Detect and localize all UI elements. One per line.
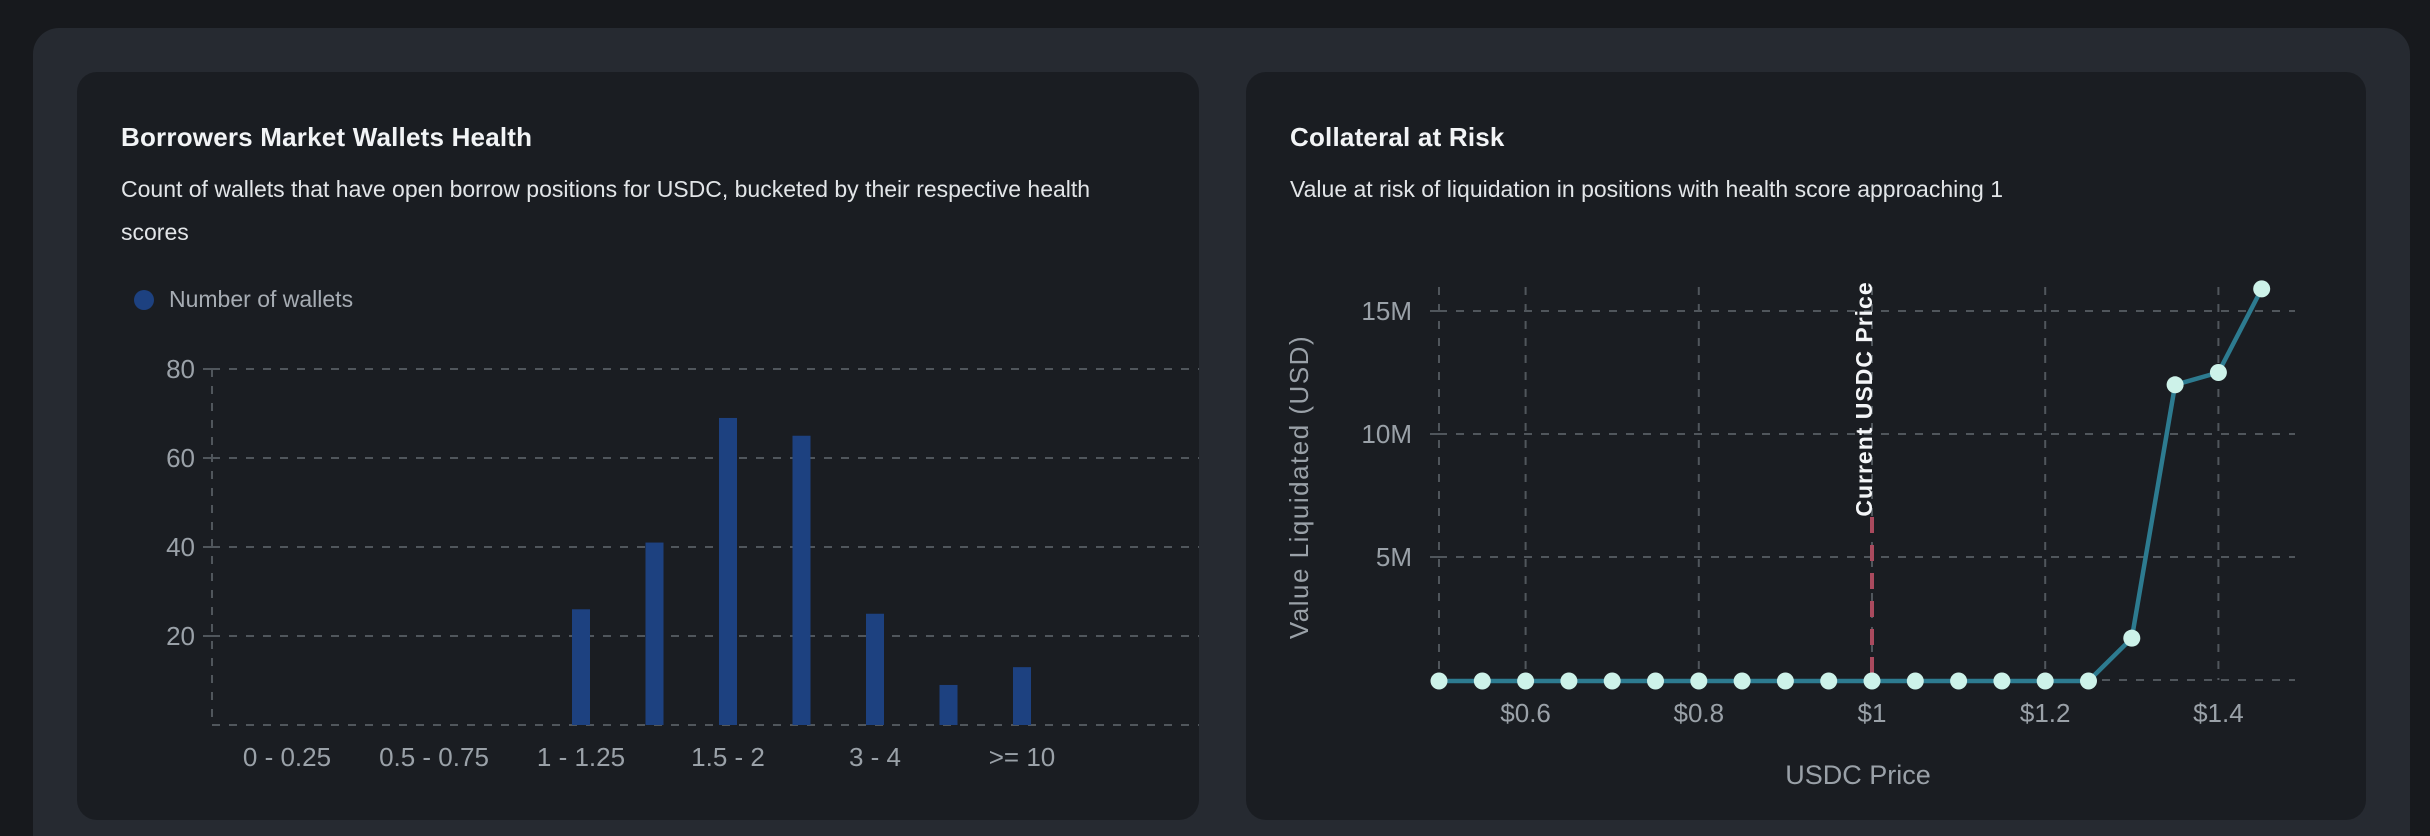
svg-text:5M: 5M: [1376, 542, 1412, 572]
bar-bucket-10[interactable]: [1013, 667, 1031, 725]
data-point-1.05[interactable]: [1906, 672, 1924, 690]
data-point-1.1[interactable]: [1950, 672, 1968, 690]
svg-text:0 - 0.25: 0 - 0.25: [243, 742, 331, 772]
current-usdc-price-annotation: Current USDC Price: [1851, 281, 1877, 516]
data-point-1.15[interactable]: [1993, 672, 2011, 690]
data-point-0.6[interactable]: [1517, 672, 1535, 690]
card-borrowers-wallets-health: 20 40 60 80 0 - 0.25 0.5 - 0.75 1 - 1.25 1.5 - …: [77, 72, 1199, 820]
data-point-0.5[interactable]: [1430, 672, 1448, 690]
data-point-1.25[interactable]: [2080, 672, 2097, 690]
y-axis-title: Value Liquidated (USD): [1284, 335, 1314, 639]
value-liquidated-markers[interactable]: [1430, 280, 2271, 690]
data-point-0.9[interactable]: [1776, 672, 1794, 690]
line-chart-y-tick-labels: 5M 10M 15M: [1361, 296, 1412, 572]
card-collateral-at-risk: 5M 10M 15M $0.6 $0.8 $1 $1.2 $1.4 USDC Price Valu…: [1246, 72, 2366, 820]
bar-chart-x-tick-labels: 0 - 0.25 0.5 - 0.75 1 - 1.25 1.5 - 2 3 - 4 >=…: [243, 742, 1055, 772]
svg-text:1.5 - 2: 1.5 - 2: [691, 742, 765, 772]
card-subtitle: Value at risk of liquidation in position…: [1290, 176, 2003, 202]
svg-text:60: 60: [166, 443, 195, 473]
bar-bucket-8[interactable]: [866, 613, 884, 725]
bar-chart-y-tick-labels: 20 40 60 80: [166, 354, 195, 651]
bar-chart[interactable]: 20 40 60 80 0 - 0.25 0.5 - 0.75 1 - 1.25 1.5 - …: [77, 72, 1199, 820]
data-point-0.65[interactable]: [1560, 672, 1578, 690]
svg-text:$1.4: $1.4: [2193, 698, 2244, 728]
svg-text:20: 20: [166, 621, 195, 651]
data-point-1.35[interactable]: [2166, 376, 2184, 394]
data-point-1.3[interactable]: [2123, 629, 2141, 647]
data-point-1.45[interactable]: [2253, 280, 2271, 298]
card-title: Collateral at Risk: [1290, 122, 1505, 152]
line-chart[interactable]: 5M 10M 15M $0.6 $0.8 $1 $1.2 $1.4 USDC Price Valu…: [1246, 72, 2366, 820]
data-point-0.8[interactable]: [1690, 672, 1708, 690]
data-point-0.85[interactable]: [1733, 672, 1751, 690]
legend-label: Number of wallets: [169, 286, 354, 312]
svg-text:$0.8: $0.8: [1673, 698, 1724, 728]
svg-text:$0.6: $0.6: [1500, 698, 1551, 728]
bar-chart-gridlines: [203, 368, 1199, 726]
svg-text:15M: 15M: [1361, 296, 1412, 326]
svg-text:0.5 - 0.75: 0.5 - 0.75: [379, 742, 489, 772]
data-point-1.2[interactable]: [2036, 672, 2054, 690]
line-chart-x-tick-labels: $0.6 $0.8 $1 $1.2 $1.4: [1500, 698, 2243, 728]
data-point-0.75[interactable]: [1647, 672, 1664, 690]
legend-dot-icon: [134, 289, 154, 310]
card-subtitle: Count of wallets that have open borrow p…: [121, 176, 1091, 245]
svg-text:$1.2: $1.2: [2020, 698, 2071, 728]
bar-bucket-4[interactable]: [572, 609, 590, 725]
x-axis-title: USDC Price: [1785, 760, 1931, 790]
card-title: Borrowers Market Wallets Health: [121, 122, 533, 152]
svg-text:$1: $1: [1858, 698, 1887, 728]
data-point-0.55[interactable]: [1473, 672, 1491, 690]
data-point-0.7[interactable]: [1603, 672, 1621, 690]
svg-text:>= 10: >= 10: [989, 742, 1056, 772]
bar-bucket-9[interactable]: [939, 684, 958, 725]
data-point-1.4[interactable]: [2209, 364, 2227, 381]
svg-text:3 - 4: 3 - 4: [849, 742, 901, 772]
svg-text:80: 80: [166, 354, 195, 384]
legend-number-of-wallets[interactable]: Number of wallets: [134, 286, 353, 313]
dashboard-container: 20 40 60 80 0 - 0.25 0.5 - 0.75 1 - 1.25 1.5 - …: [33, 28, 2410, 836]
svg-text:10M: 10M: [1361, 419, 1412, 449]
bar-bucket-6[interactable]: [719, 417, 737, 725]
svg-text:1 - 1.25: 1 - 1.25: [537, 742, 625, 772]
bar-series-number-of-wallets[interactable]: [572, 417, 1031, 725]
bar-bucket-7[interactable]: [792, 435, 811, 725]
data-point-0.95[interactable]: [1820, 672, 1838, 690]
bar-bucket-5[interactable]: [645, 542, 664, 725]
data-point-1[interactable]: [1863, 672, 1881, 690]
svg-text:40: 40: [166, 532, 195, 562]
